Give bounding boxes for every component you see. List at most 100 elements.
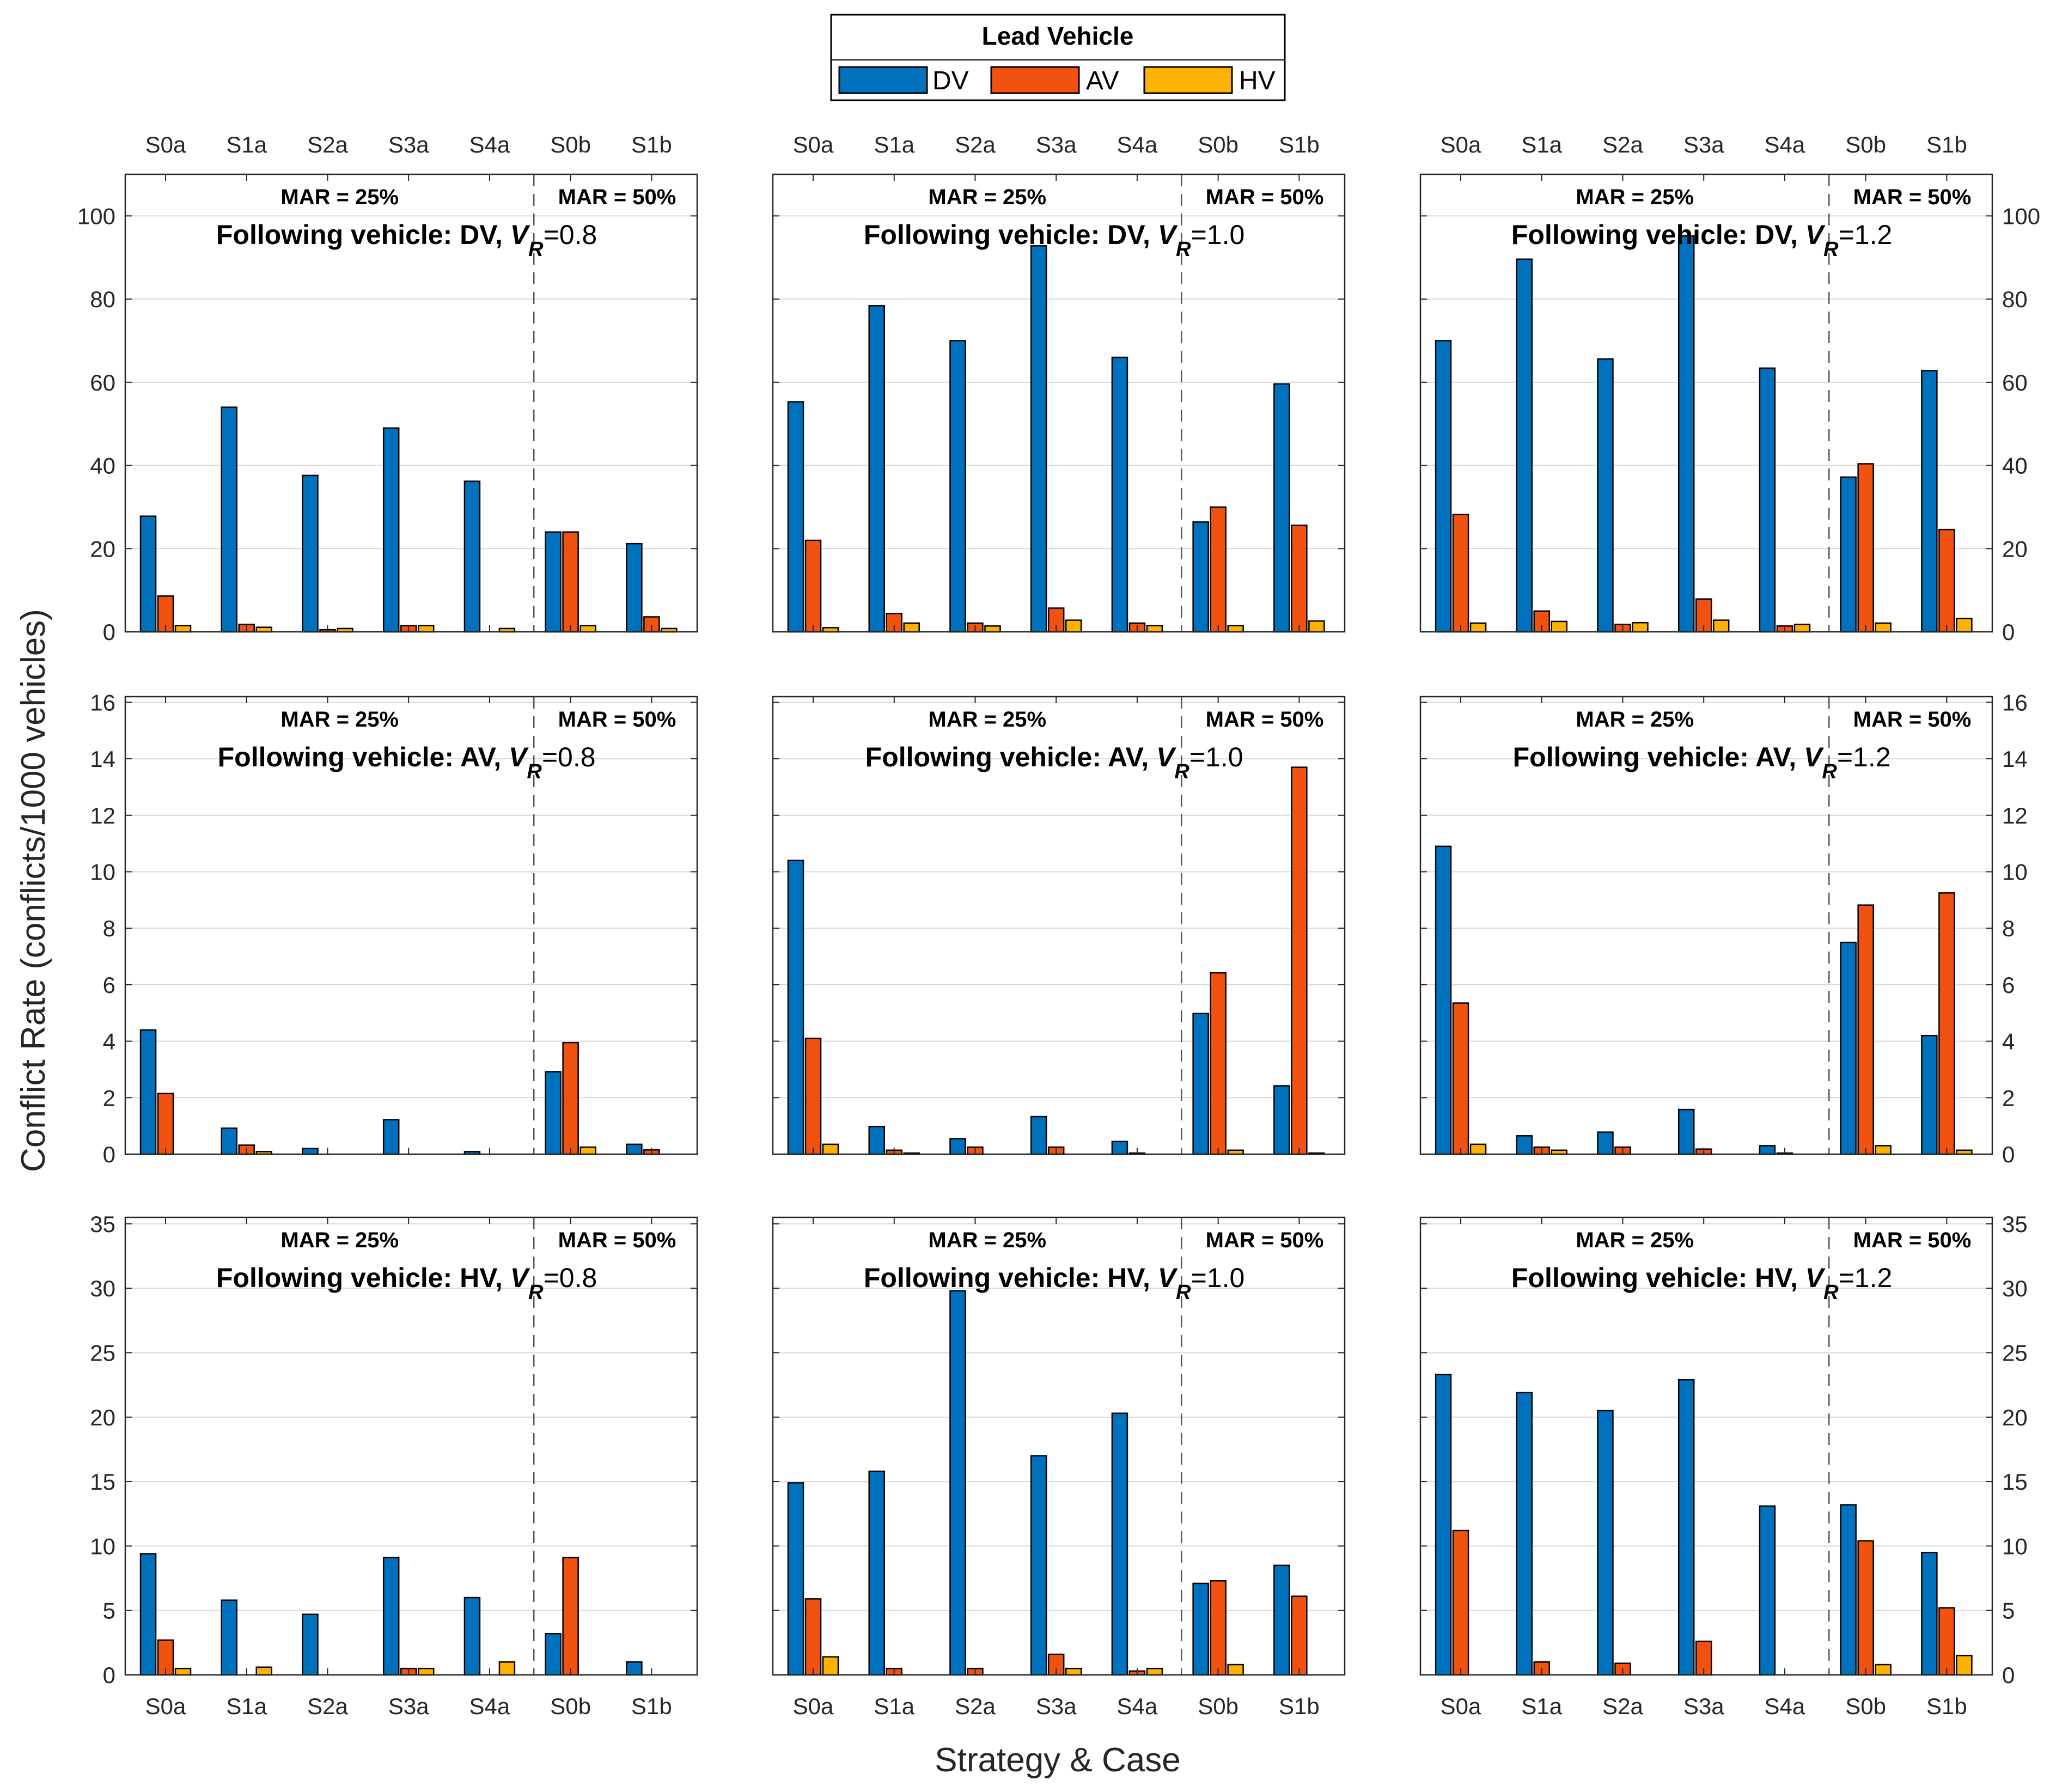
plot-area	[125, 1217, 697, 1675]
x-tick-label-top: S0a	[793, 132, 834, 157]
panel-title-vr-value: =1.0	[1191, 220, 1245, 250]
bar-hv-s2a	[1632, 621, 1649, 633]
panel-title-vr-sub: R	[1823, 1281, 1839, 1304]
y-tick-label: 30	[90, 1276, 115, 1301]
panel-3-2: S0a S1a S2a S3a S4a S0b S1b MAR = 25% MAR = 50% F…	[772, 1216, 1346, 1719]
panel-title-prefix: Following vehicle: AV,	[1513, 742, 1804, 772]
panel-title-vr-sub: R	[1823, 238, 1839, 261]
bar-dv-s1b	[1273, 1564, 1290, 1676]
plot-area	[125, 174, 697, 632]
legend: Lead Vehicle DV AV HV	[830, 14, 1286, 101]
bar-dv-s3a	[382, 427, 400, 633]
y-tick-label-right: 14	[2002, 746, 2028, 772]
plot-area	[773, 174, 1345, 632]
plot-area	[1420, 697, 1992, 1154]
x-tick-label-top: S1a	[874, 132, 914, 157]
bar-av-s0b	[1210, 1580, 1227, 1676]
y-tick-label: 20	[90, 536, 115, 562]
mar-25-label: MAR = 25%	[928, 185, 1046, 209]
mar-25-label: MAR = 25%	[1576, 708, 1694, 732]
bar-av-s0b	[562, 531, 579, 633]
x-tick-label-top: S1b	[1926, 132, 1967, 157]
x-tick-label: S3a	[1036, 1693, 1077, 1719]
bar-dv-s1a	[1516, 1135, 1533, 1155]
panel-1-2: S0a S1a S2a S3a S4a S0b S1b MAR = 25% MAR = 50% F…	[772, 132, 1346, 633]
panel-title-vr-value: =1.2	[1837, 742, 1891, 772]
bar-dv-s2a	[1597, 358, 1614, 633]
bar-av-s0a	[804, 1038, 822, 1155]
y-tick-label-right: 0	[2002, 619, 2015, 645]
mar-25-label: MAR = 25%	[280, 708, 399, 732]
bar-dv-s0a	[787, 401, 804, 633]
mar-25-label: MAR = 25%	[280, 185, 399, 209]
panel-title-vr-sub: R	[1174, 760, 1189, 783]
y-tick-label-right: 4	[2002, 1029, 2015, 1055]
bar-av-s1b	[1291, 766, 1308, 1155]
bar-dv-s0b	[1192, 521, 1209, 633]
bar-hv-s4a	[1146, 625, 1163, 633]
bar-dv-s4a	[463, 1596, 481, 1676]
panel-title: Following vehicle: HV, VR=1.2	[1511, 1263, 1892, 1304]
bar-dv-s0a	[139, 515, 157, 633]
y-tick-label: 4	[103, 1029, 115, 1055]
y-tick-label: 20	[90, 1405, 115, 1430]
mar-50-label: MAR = 50%	[1853, 708, 1972, 732]
x-tick-label: S1b	[1926, 1693, 1967, 1719]
y-tick-label-right: 8	[2002, 916, 2015, 941]
x-tick-label-top: S1b	[631, 132, 672, 157]
x-tick-label-top: S3a	[1036, 132, 1077, 157]
bar-dv-s4a	[1111, 1412, 1128, 1676]
bar-dv-s1a	[868, 1470, 886, 1676]
panel-title-vr-sub: R	[1176, 238, 1191, 261]
panel-title-vr-value: =1.0	[1191, 1263, 1245, 1293]
panel-title-vr: V	[1158, 220, 1178, 250]
bar-dv-s2a	[302, 1148, 319, 1155]
bar-dv-s1a	[868, 1125, 886, 1155]
panel-2-2: MAR = 25% MAR = 50% Following vehicle: AV,…	[772, 696, 1346, 1155]
x-tick-label-top: S3a	[388, 132, 429, 157]
legend-swatch-av	[990, 66, 1080, 94]
bar-hv-s0a	[174, 625, 192, 633]
bar-dv-s3a	[382, 1557, 400, 1676]
bar-av-s3a	[1695, 598, 1712, 633]
panel-title: Following vehicle: AV, VR=1.0	[865, 742, 1243, 783]
panel-title-vr: V	[1805, 220, 1826, 250]
x-tick-label: S3a	[1683, 1693, 1724, 1719]
bar-av-s0a	[1452, 1529, 1469, 1676]
bar-av-s1b	[1938, 892, 1955, 1155]
bar-dv-s3a	[1677, 1108, 1695, 1155]
y-tick-label-right: 10	[2002, 859, 2028, 885]
bar-av-s1b	[643, 616, 660, 633]
axes-frame	[1419, 696, 1993, 1155]
axes-frame	[124, 696, 698, 1155]
panel-2-1: 0 2 4 6 8 10 12 14 16 MAR = 25% MAR = 50% Following…	[90, 690, 698, 1167]
bar-hv-s0b	[1875, 1145, 1892, 1155]
bar-av-s0b	[1210, 506, 1227, 633]
panel-title-prefix: Following vehicle: DV,	[864, 220, 1158, 250]
y-tick-label: 10	[90, 1533, 115, 1559]
bar-hv-s0b	[1227, 625, 1244, 633]
x-tick-label-top: S4a	[1117, 132, 1158, 157]
x-axis-label: Strategy & Case	[935, 1741, 1180, 1779]
bar-hv-s0b	[1875, 622, 1892, 633]
y-tick-label: 25	[90, 1340, 115, 1366]
bar-dv-s1a	[1516, 1392, 1533, 1676]
mar-50-label: MAR = 50%	[558, 185, 676, 209]
bar-dv-s2a	[302, 1613, 319, 1676]
axes-frame	[772, 696, 1346, 1155]
bar-dv-s3a	[1030, 245, 1047, 633]
x-tick-label: S1a	[226, 1693, 267, 1719]
panel-title-vr-value: =0.8	[544, 220, 597, 250]
bar-dv-s2a	[949, 1138, 966, 1155]
bar-hv-s0b	[1875, 1663, 1892, 1676]
panel-title-vr-value: =0.8	[542, 742, 596, 772]
panel-title-vr-sub: R	[1822, 760, 1837, 783]
bar-av-s0b	[1857, 904, 1874, 1155]
bar-dv-s2a	[1597, 1410, 1614, 1676]
bar-dv-s4a	[1111, 1141, 1128, 1155]
bar-hv-s4a	[1146, 1667, 1163, 1676]
bar-dv-s4a	[1111, 356, 1128, 633]
bar-dv-s0a	[787, 860, 804, 1155]
